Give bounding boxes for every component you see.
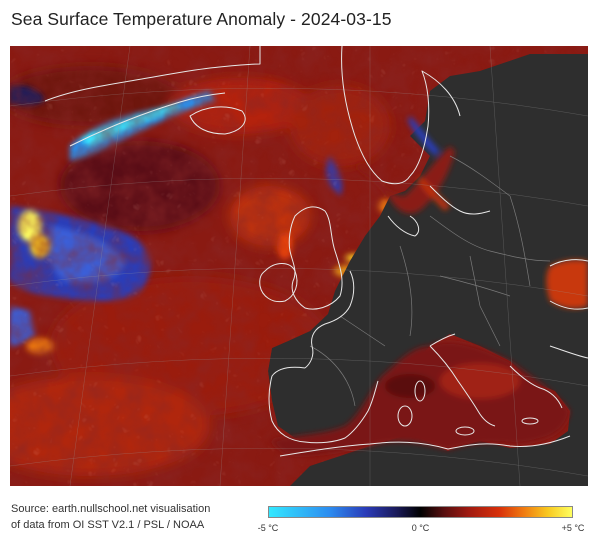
source-line-2: of data from OI SST V2.1 / PSL / NOAA xyxy=(11,519,205,531)
color-legend: -5 °C 0 °C +5 °C xyxy=(258,506,584,533)
map-title: Sea Surface Temperature Anomaly - 2024-0… xyxy=(11,9,392,29)
mediterranean-sea xyxy=(270,341,570,456)
legend-max-label: +5 °C xyxy=(561,523,585,533)
country-borders xyxy=(309,155,551,407)
legend-min-label: -5 °C xyxy=(257,523,279,533)
north-sea-baltic xyxy=(355,116,455,214)
sst-anomaly-map[interactable] xyxy=(10,46,588,486)
coastlines xyxy=(44,46,588,457)
source-line-1: Source: earth.nullschool.net visualisati… xyxy=(11,503,211,515)
legend-color-bar xyxy=(268,506,573,518)
source-attribution: Source: earth.nullschool.net visualisati… xyxy=(11,501,261,533)
black-sea xyxy=(546,259,588,309)
legend-mid-label: 0 °C xyxy=(411,523,430,533)
